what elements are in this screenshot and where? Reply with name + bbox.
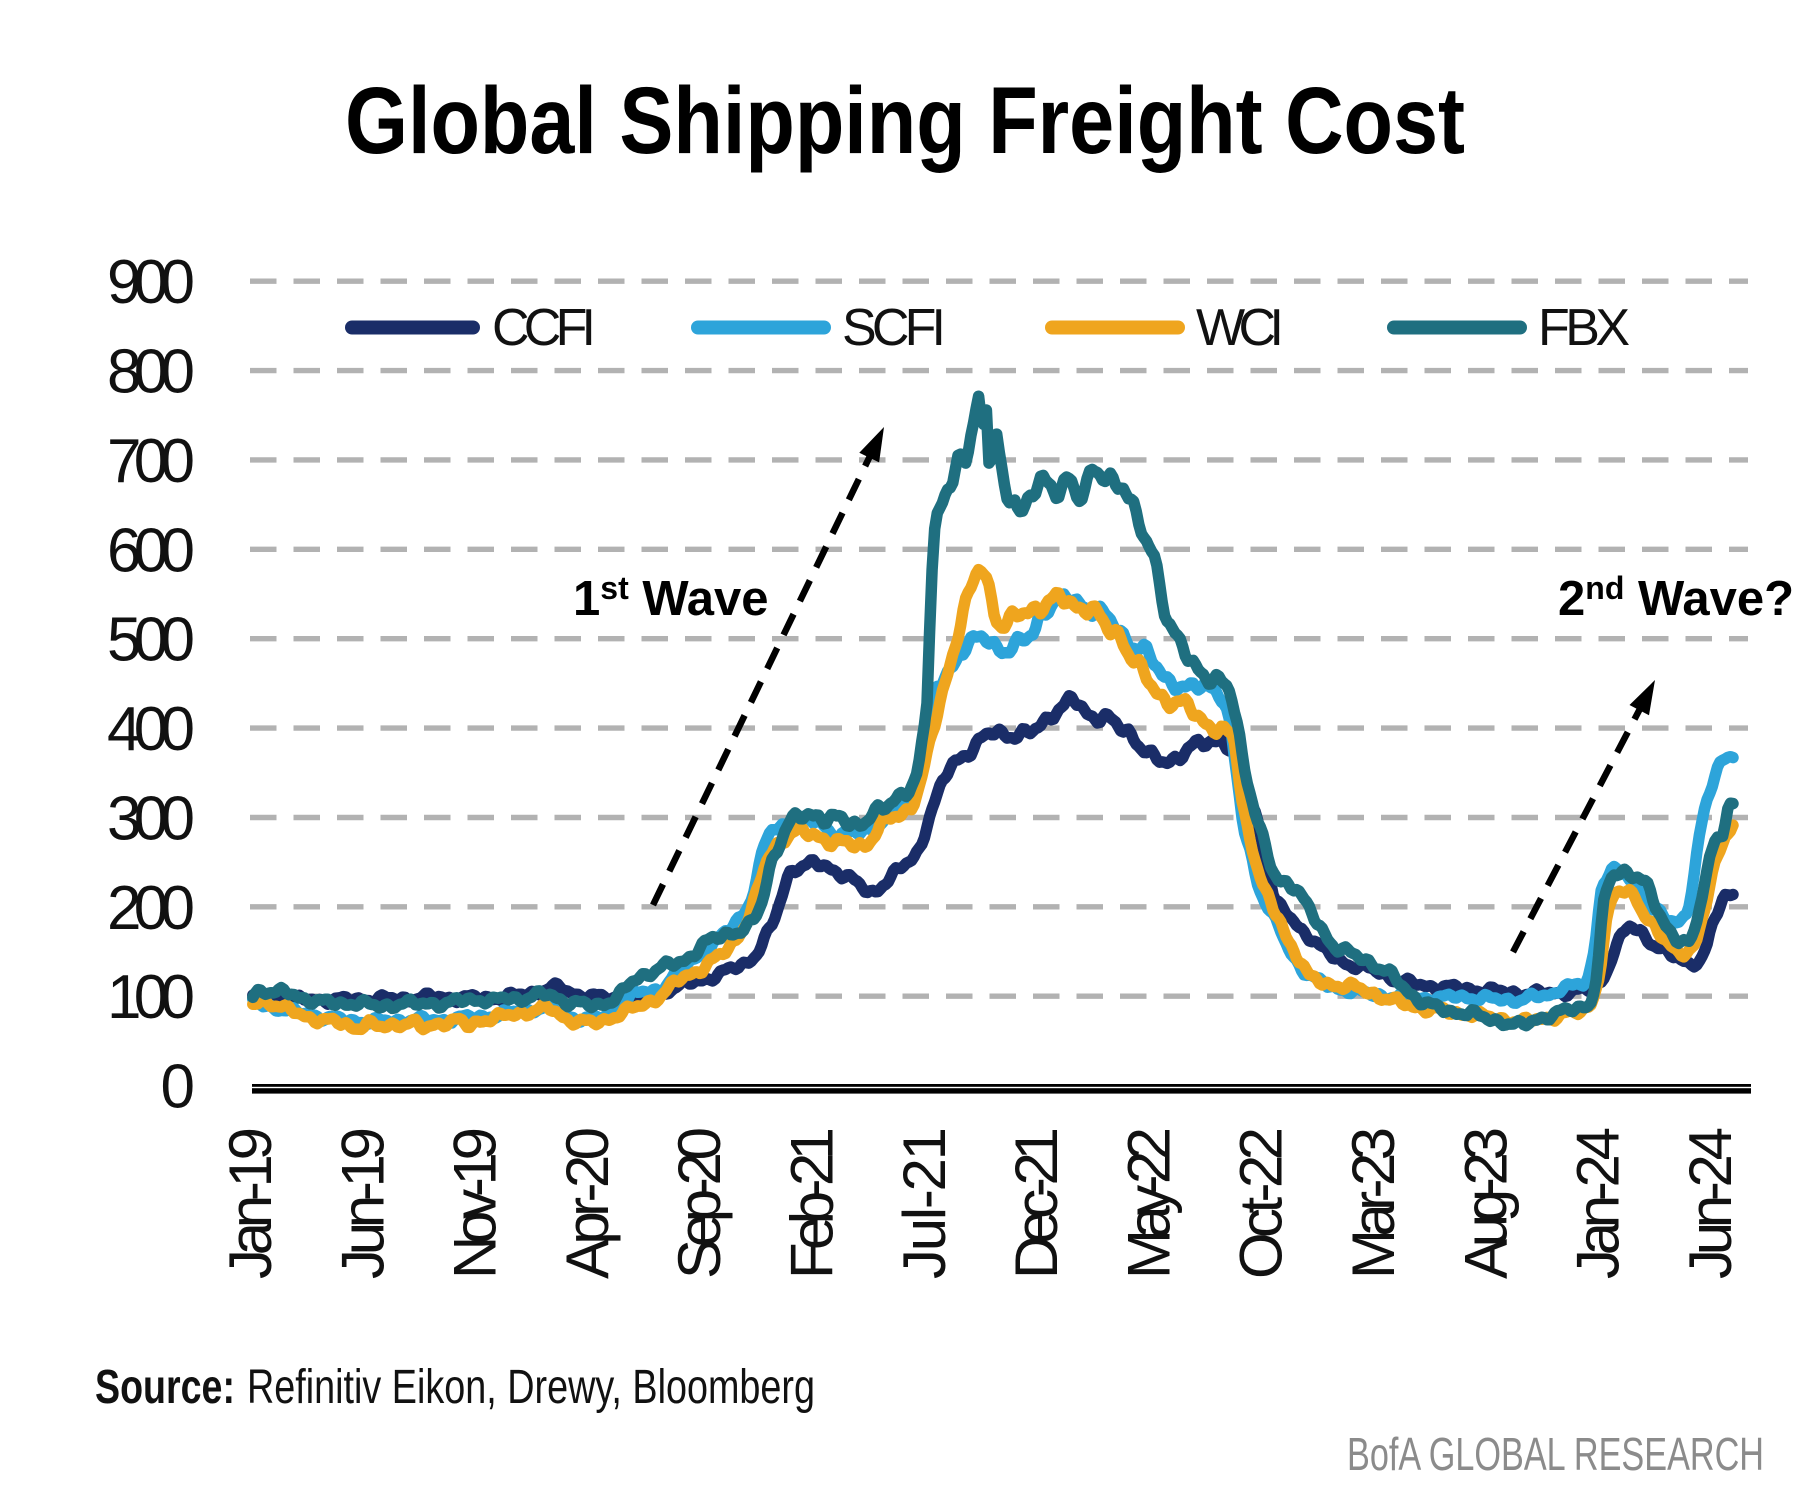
svg-text:Jul-21: Jul-21 (891, 1127, 958, 1279)
svg-text:Feb-21: Feb-21 (779, 1127, 846, 1279)
svg-text:1st Wave: 1st Wave (573, 570, 769, 626)
svg-text:Jun-24: Jun-24 (1677, 1127, 1744, 1279)
svg-text:May-22: May-22 (1115, 1127, 1182, 1279)
svg-text:Nov-19: Nov-19 (442, 1127, 509, 1279)
svg-text:800: 800 (107, 338, 195, 407)
svg-text:Jan-24: Jan-24 (1565, 1127, 1632, 1279)
svg-text:Jun-19: Jun-19 (329, 1127, 396, 1279)
svg-text:BofA GLOBAL RESEARCH: BofA GLOBAL RESEARCH (1347, 1428, 1764, 1480)
svg-text:400: 400 (107, 695, 195, 764)
svg-text:200: 200 (107, 874, 195, 943)
svg-text:FBX: FBX (1538, 299, 1630, 357)
svg-text:100: 100 (107, 963, 195, 1032)
svg-text:Sep-20: Sep-20 (666, 1127, 733, 1279)
svg-text:2nd Wave?: 2nd Wave? (1558, 570, 1794, 626)
svg-text:SCFI: SCFI (842, 299, 946, 357)
svg-text:500: 500 (107, 606, 195, 675)
svg-text:600: 600 (107, 516, 195, 585)
svg-text:900: 900 (107, 248, 195, 317)
svg-text:Dec-21: Dec-21 (1003, 1127, 1070, 1279)
svg-text:CCFI: CCFI (492, 299, 596, 357)
svg-text:Mar-23: Mar-23 (1340, 1127, 1407, 1279)
svg-text:Global Shipping Freight Cost: Global Shipping Freight Cost (345, 68, 1465, 174)
svg-text:Source:Refinitiv Eikon, Drewy,: Source: Refinitiv Eikon, Drewy, Bloomberg (95, 1361, 815, 1414)
svg-text:300: 300 (107, 785, 195, 854)
svg-text:Aug-23: Aug-23 (1452, 1127, 1519, 1279)
svg-text:Apr-20: Apr-20 (554, 1127, 621, 1279)
svg-text:0: 0 (161, 1053, 195, 1122)
svg-text:Oct-22: Oct-22 (1228, 1127, 1295, 1279)
svg-text:Jan-19: Jan-19 (217, 1127, 284, 1279)
svg-text:WCI: WCI (1196, 299, 1284, 357)
svg-text:700: 700 (107, 427, 195, 496)
